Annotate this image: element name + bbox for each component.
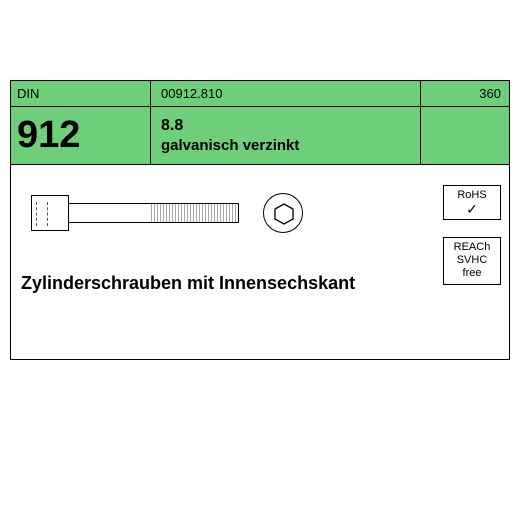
screw-end-view <box>263 193 303 233</box>
rohs-badge: RoHS ✓ <box>443 185 501 220</box>
reach-line1: REACh <box>446 241 498 254</box>
spec-details: 8.8 galvanisch verzinkt <box>151 107 421 164</box>
screw-drawing <box>31 183 331 243</box>
body-area: Zylinderschrauben mit Innensechskant RoH… <box>11 165 509 359</box>
spec-empty-cell <box>421 107 509 164</box>
spec-row: 912 8.8 galvanisch verzinkt <box>11 107 509 165</box>
standard-number: 912 <box>11 107 151 164</box>
product-spec-card: DIN 00912.810 360 912 8.8 galvanisch ver… <box>10 80 510 360</box>
check-icon: ✓ <box>446 202 498 216</box>
reach-badge: REACh SVHC free <box>443 237 501 285</box>
header-row: DIN 00912.810 360 <box>11 81 509 107</box>
screw-thread <box>151 204 237 222</box>
standard-label: DIN <box>11 81 151 106</box>
hex-socket-icon <box>273 203 295 225</box>
screw-head-side <box>31 195 69 231</box>
part-code: 00912.810 <box>151 81 421 106</box>
finish: galvanisch verzinkt <box>161 137 420 154</box>
reach-line2: SVHC <box>446 254 498 267</box>
end-view-circle <box>263 193 303 233</box>
material-grade: 8.8 <box>161 117 420 135</box>
quantity: 360 <box>421 81 509 106</box>
reach-line3: free <box>446 267 498 280</box>
product-title: Zylinderschrauben mit Innensechskant <box>21 273 355 294</box>
